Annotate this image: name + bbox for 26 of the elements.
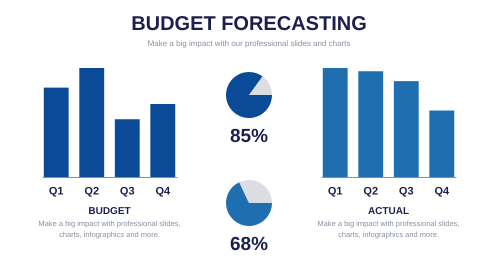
bar: [322, 68, 348, 177]
pie-slice: [226, 72, 272, 118]
x-axis-title: BUDGET: [88, 206, 131, 217]
x-tick-label: Q4: [155, 186, 171, 198]
x-tick-label: Q1: [328, 186, 343, 198]
x-tick-label: Q3: [120, 186, 135, 198]
bar: [114, 119, 140, 177]
pie-slice: [239, 180, 272, 203]
bar: [394, 81, 419, 177]
bar: [44, 88, 69, 177]
text: BUDGET FORECASTING: [131, 13, 367, 35]
x-tick-label: Q1: [48, 186, 64, 198]
data-label: 68%: [230, 234, 268, 255]
x-axis-title: ACTUAL: [368, 206, 410, 217]
data-label: 85%: [230, 126, 268, 147]
text: Make a big impact with our professional slides and charts: [148, 39, 350, 48]
pie-slice: [226, 182, 272, 226]
bar: [358, 71, 384, 177]
x-tick-label: Q2: [84, 186, 100, 198]
bar: [150, 104, 176, 177]
x-tick-label: Q3: [398, 186, 414, 198]
x-tick-label: Q2: [363, 186, 378, 198]
bar: [429, 110, 454, 177]
pie-slice: [249, 76, 272, 95]
x-tick-label: Q4: [434, 186, 450, 198]
bar: [79, 68, 104, 177]
